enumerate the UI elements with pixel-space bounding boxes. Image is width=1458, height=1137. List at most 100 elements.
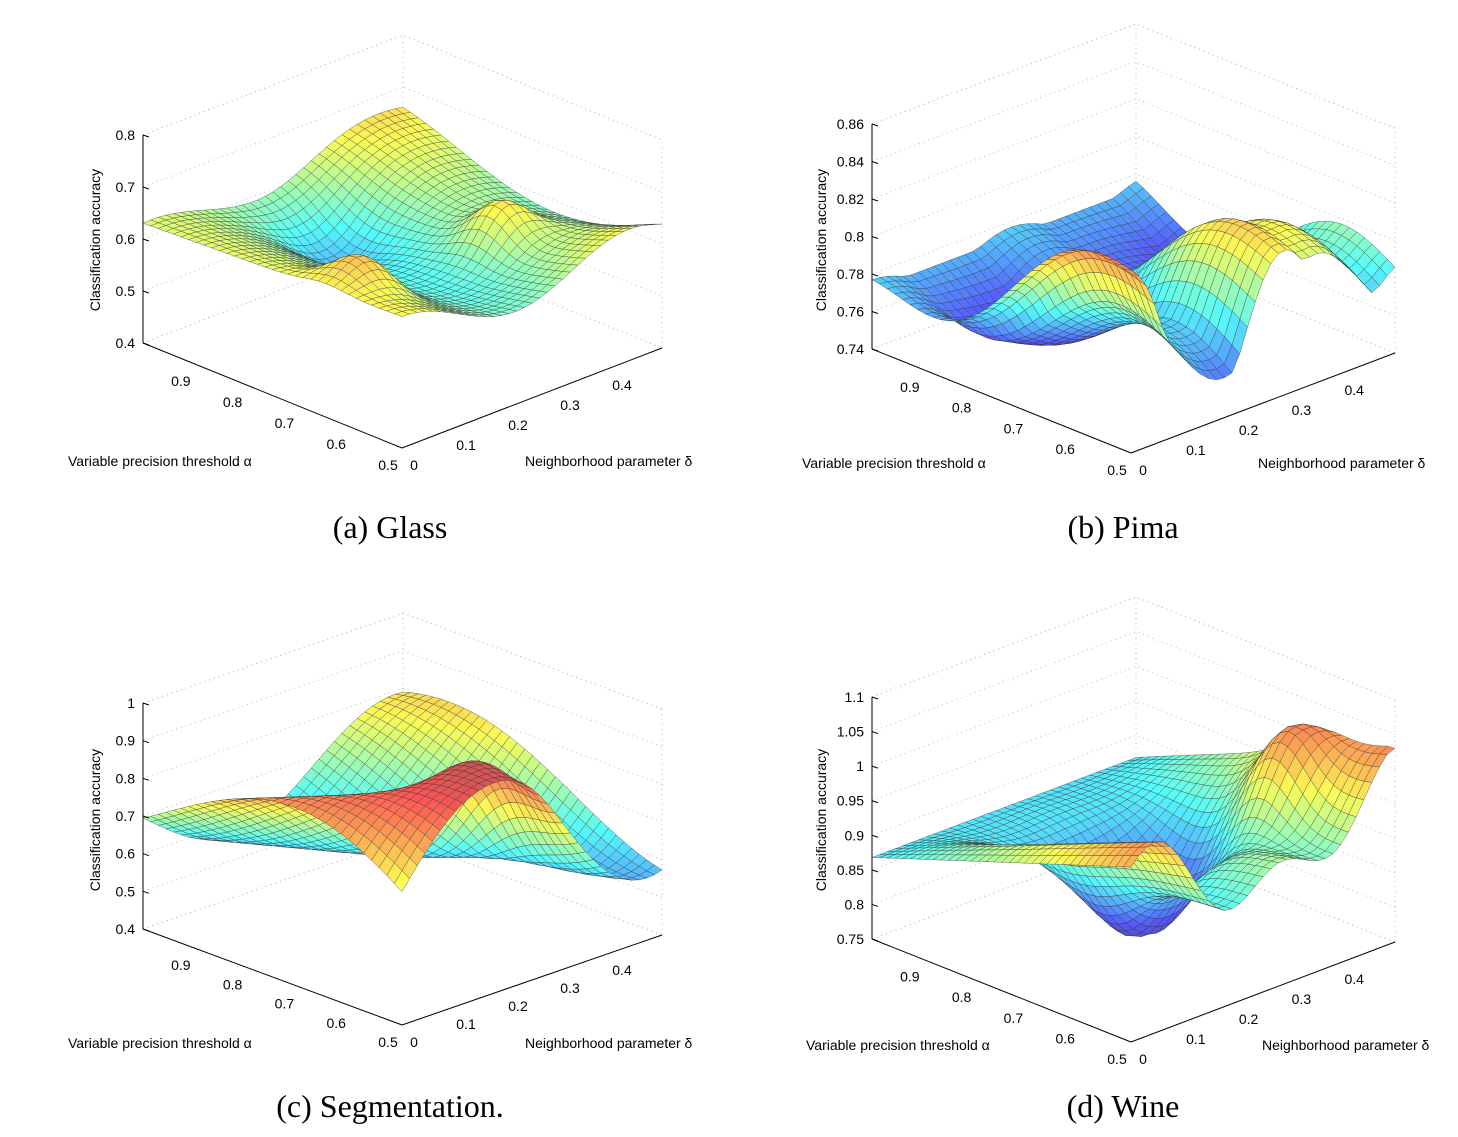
alpha-tick-label: 0.7	[275, 415, 295, 431]
z-tick-label: 0.5	[116, 883, 136, 899]
alpha-tick-label: 0.6	[1055, 441, 1075, 457]
z-tick-label: 1.1	[845, 689, 865, 705]
z-tick-label: 0.8	[116, 127, 136, 143]
z-tick-label: 0.95	[837, 793, 864, 809]
surface-mesh	[142, 107, 663, 317]
z-tick-label: 0.7	[116, 179, 136, 195]
alpha-tick-label: 0.8	[952, 989, 972, 1005]
alpha-tick-label: 0.9	[171, 957, 191, 973]
z-tick-label: 0.74	[837, 341, 864, 357]
alpha-tick-label: 0.9	[900, 379, 920, 395]
alpha-tick-label: 0.7	[1004, 420, 1024, 436]
panel-caption: (a) Glass	[333, 509, 448, 545]
surface-plot-3: 0.40.50.60.70.80.910.50.60.70.80.900.10.…	[68, 612, 693, 1124]
delta-axis-label: Neighborhood parameter δ	[1262, 1037, 1430, 1053]
delta-tick-label: 0	[1139, 1051, 1147, 1067]
delta-tick-label: 0.4	[612, 377, 632, 393]
alpha-axis-line	[142, 342, 403, 449]
delta-tick-label: 0.3	[560, 980, 580, 996]
surface-mesh	[871, 181, 1396, 380]
panel-caption: (c) Segmentation.	[276, 1088, 503, 1124]
alpha-tick-label: 0.9	[900, 969, 920, 985]
delta-axis-line	[401, 934, 663, 1026]
z-tick-label: 0.4	[116, 335, 136, 351]
delta-axis-line	[1130, 941, 1396, 1043]
delta-tick-label: 0.1	[456, 1016, 476, 1032]
delta-tick-label: 0.1	[1186, 442, 1206, 458]
delta-tick-label: 0	[1139, 462, 1147, 478]
alpha-tick-label: 0.9	[171, 373, 191, 389]
alpha-tick-label: 0.7	[275, 996, 295, 1012]
delta-axis-label: Neighborhood parameter δ	[1258, 455, 1426, 471]
z-tick-label: 0.4	[116, 921, 136, 937]
alpha-tick-label: 0.8	[952, 400, 972, 416]
z-axis-label: Classification accuracy	[87, 749, 103, 891]
alpha-tick-label: 0.5	[1107, 1051, 1127, 1067]
delta-tick-label: 0.2	[1239, 422, 1259, 438]
delta-tick-label: 0.2	[1239, 1011, 1259, 1027]
delta-axis-label: Neighborhood parameter δ	[525, 453, 693, 469]
alpha-tick-label: 0.5	[378, 1034, 398, 1050]
alpha-tick-label: 0.6	[1055, 1030, 1075, 1046]
z-tick-label: 0.7	[116, 808, 136, 824]
delta-tick-label: 0.2	[508, 998, 528, 1014]
tick-labels: 0.40.50.60.70.80.50.60.70.80.900.10.20.3…	[116, 127, 632, 473]
surface-plot-1: 0.40.50.60.70.80.50.60.70.80.900.10.20.3…	[68, 34, 693, 545]
delta-tick-label: 0.4	[612, 962, 632, 978]
z-axis-label: Classification accuracy	[813, 749, 829, 891]
alpha-tick-label: 0.5	[1107, 462, 1127, 478]
alpha-axis-label: Variable precision threshold α	[806, 1037, 990, 1053]
z-tick-label: 0.84	[837, 154, 864, 170]
surface-patch	[394, 870, 410, 892]
z-tick-label: 0.8	[845, 896, 865, 912]
z-tick-label: 1	[856, 758, 864, 774]
tick-labels: 0.74 0.76 0.78 0.8 0.82 0.84 0.86 0.5 0.6 0.7 0.8 0…	[837, 116, 1364, 478]
tick-labels: 0.750.80.850.90.9511.051.10.50.60.70.80.…	[837, 689, 1364, 1067]
panel-caption: (d) Wine	[1067, 1088, 1180, 1124]
delta-tick-label: 0.3	[1292, 402, 1312, 418]
delta-axis-label: Neighborhood parameter δ	[525, 1035, 693, 1051]
delta-tick-label: 0.2	[508, 417, 528, 433]
delta-axis-line	[401, 347, 663, 449]
delta-axis-line	[1130, 352, 1396, 454]
alpha-axis-label: Variable precision threshold α	[68, 1035, 252, 1051]
alpha-axis-line	[871, 348, 1132, 454]
delta-tick-label: 0.1	[1186, 1031, 1206, 1047]
delta-tick-label: 0	[410, 457, 418, 473]
surface-plot-2: 0.74 0.76 0.78 0.8 0.82 0.84 0.86 0.5 0.6 0.7 0.8 0…	[802, 23, 1426, 545]
alpha-tick-label: 0.8	[223, 394, 243, 410]
alpha-axis-label: Variable precision threshold α	[802, 455, 986, 471]
z-tick-label: 1.05	[837, 724, 864, 740]
surface-plot-4: 0.750.80.850.90.9511.051.10.50.60.70.80.…	[806, 596, 1430, 1124]
z-tick-label: 0.5	[116, 283, 136, 299]
panel-caption: (b) Pima	[1067, 509, 1178, 545]
z-tick-label: 0.6	[116, 231, 136, 247]
z-tick-label: 0.75	[837, 931, 864, 947]
delta-tick-label: 0	[410, 1034, 418, 1050]
surface-mesh	[142, 691, 663, 892]
z-tick-label: 0.8	[845, 229, 865, 245]
surface-patch	[1123, 855, 1140, 868]
delta-tick-label: 0.4	[1344, 382, 1364, 398]
alpha-tick-label: 0.8	[223, 976, 243, 992]
alpha-tick-label: 0.6	[326, 1015, 346, 1031]
z-tick-label: 0.82	[837, 191, 864, 207]
surface-patch	[393, 311, 411, 317]
alpha-tick-label: 0.6	[326, 436, 346, 452]
z-tick-label: 0.6	[116, 846, 136, 862]
z-tick-label: 0.78	[837, 266, 864, 282]
delta-tick-label: 0.3	[560, 397, 580, 413]
z-tick-label: 0.8	[116, 770, 136, 786]
alpha-axis-label: Variable precision threshold α	[68, 453, 252, 469]
delta-tick-label: 0.4	[1344, 971, 1364, 987]
z-tick-label: 0.86	[837, 116, 864, 132]
z-axis-label: Classification accuracy	[813, 169, 829, 311]
delta-tick-label: 0.1	[456, 437, 476, 453]
tick-labels: 0.40.50.60.70.80.910.50.60.70.80.900.10.…	[116, 695, 632, 1050]
alpha-axis-line	[871, 938, 1132, 1043]
z-axis-label: Classification accuracy	[87, 169, 103, 311]
surface-patch	[1123, 268, 1139, 276]
z-tick-label: 0.76	[837, 304, 864, 320]
alpha-tick-label: 0.7	[1004, 1010, 1024, 1026]
